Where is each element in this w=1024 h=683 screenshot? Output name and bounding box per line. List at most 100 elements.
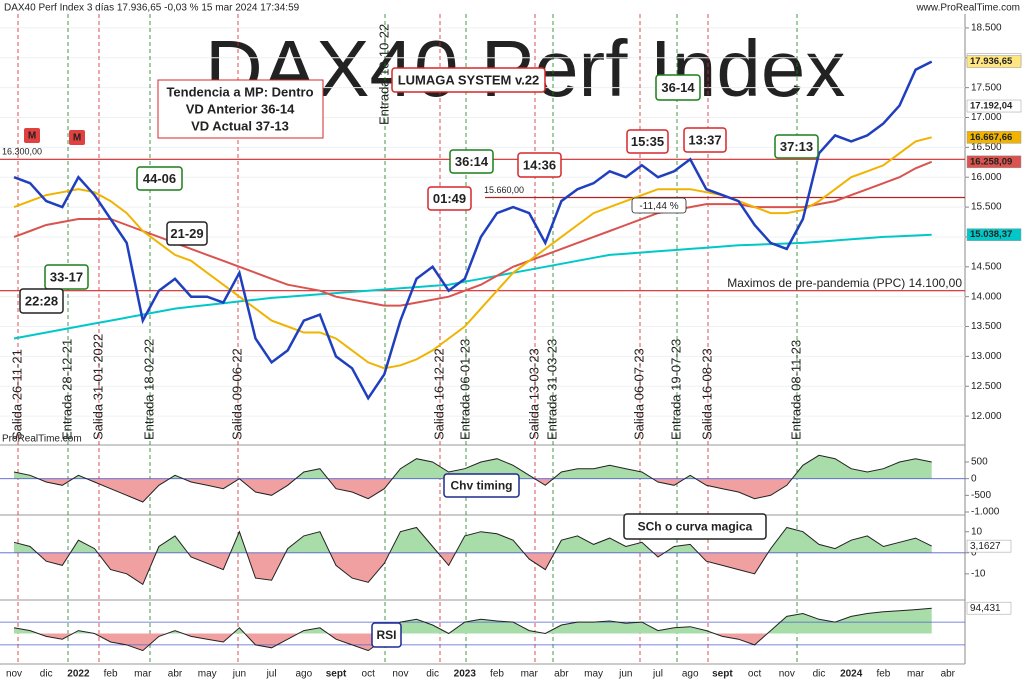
price-tag-label: 17.936,65 bbox=[970, 56, 1013, 67]
price-tag-label: 16.667,66 bbox=[970, 132, 1012, 143]
signal-label: Salida 06-07-23 bbox=[631, 348, 646, 440]
info-line: VD Actual 37-13 bbox=[191, 118, 289, 133]
signal-box bbox=[427, 186, 472, 211]
area-positive bbox=[14, 455, 932, 479]
signal-box-label: -11,44 % bbox=[639, 201, 678, 212]
signal-box bbox=[774, 134, 819, 159]
signal-label: Entrada 18-02-22 bbox=[141, 339, 156, 440]
signal-label: Salida 16-08-23 bbox=[699, 348, 714, 440]
info-box bbox=[157, 79, 324, 139]
signal-box bbox=[136, 166, 183, 191]
x-tick-label: feb bbox=[490, 669, 504, 680]
signal-box-label: 21-29 bbox=[170, 226, 203, 241]
signal-label: Entrada 31-03-23 bbox=[544, 339, 559, 440]
y-tick-label: 16.500 bbox=[971, 142, 1002, 153]
price-tag bbox=[966, 155, 1022, 169]
signal-box bbox=[631, 197, 687, 214]
marker-label: M bbox=[73, 133, 81, 144]
level-label: Maximos de pre-pandemia (PPC) 14.100,00 bbox=[727, 276, 962, 290]
y-tick-label: -500 bbox=[971, 490, 991, 501]
signal-box-label: 36-14 bbox=[661, 80, 695, 95]
header-site: www.ProRealTime.com bbox=[915, 3, 1020, 14]
info-line: VD Anterior 36-14 bbox=[186, 101, 295, 116]
y-tick-label: 15.500 bbox=[971, 202, 1002, 213]
signal-label: Entrada 18-10-22 bbox=[376, 24, 391, 125]
y-tick-label: -10 bbox=[971, 568, 986, 579]
x-tick-label: mar bbox=[134, 669, 152, 680]
panel-title-box bbox=[443, 473, 520, 498]
x-tick-label: feb bbox=[104, 669, 118, 680]
y-tick-label: 12.000 bbox=[971, 411, 1002, 422]
x-tick-label: oct bbox=[748, 669, 762, 680]
y-tick-label: 10 bbox=[971, 526, 983, 537]
panel-title: Chv timing bbox=[451, 479, 513, 493]
last-tag-label: 94,431 bbox=[970, 603, 1001, 614]
series-line bbox=[13, 233, 932, 340]
price-tag bbox=[966, 55, 1022, 68]
signal-box bbox=[44, 264, 89, 290]
x-tick-label: nov bbox=[779, 669, 795, 680]
signal-box-label: 33-17 bbox=[50, 269, 83, 284]
signal-label: Entrada 08-11-23 bbox=[788, 340, 803, 440]
x-tick-label: jul bbox=[652, 669, 663, 680]
signal-box bbox=[683, 127, 727, 153]
x-tick-label: dic bbox=[40, 669, 53, 680]
signal-box bbox=[655, 74, 701, 101]
x-tick-label: abr bbox=[168, 669, 183, 680]
x-tick-label: oct bbox=[362, 669, 376, 680]
signal-box-label: 01:49 bbox=[433, 191, 466, 206]
price-tag bbox=[966, 99, 1022, 113]
x-tick-label: nov bbox=[392, 669, 408, 680]
signal-label: Entrada 19-07-23 bbox=[668, 339, 683, 440]
signal-box bbox=[449, 149, 494, 174]
indicator-line bbox=[13, 526, 932, 586]
x-tick-label: ago bbox=[682, 669, 699, 680]
marker-box bbox=[69, 130, 85, 145]
marker-box bbox=[24, 128, 40, 143]
indicator-line bbox=[13, 607, 932, 652]
panel-title-box bbox=[371, 622, 402, 648]
price-tag bbox=[966, 131, 1022, 144]
signal-label: Salida 26-11-21 bbox=[9, 349, 24, 440]
x-tick-label: feb bbox=[876, 669, 890, 680]
y-tick-label: 18.500 bbox=[971, 23, 1002, 34]
signal-box-label: 15:35 bbox=[631, 134, 664, 149]
y-tick-label: 0 bbox=[971, 473, 977, 484]
series-line bbox=[13, 136, 932, 370]
y-tick-label: 13.000 bbox=[971, 351, 1002, 362]
signal-box-label: 22:28 bbox=[25, 293, 58, 308]
signal-label: Salida 16-12-22 bbox=[431, 348, 446, 440]
signal-box-label: 36:14 bbox=[455, 154, 489, 169]
x-tick-label: jun bbox=[232, 669, 246, 680]
signal-label: Salida 09-06-22 bbox=[229, 348, 244, 440]
x-tick-label: ago bbox=[295, 669, 312, 680]
panel-title: RSI bbox=[376, 628, 396, 642]
y-tick-label: 14.500 bbox=[971, 261, 1002, 272]
y-tick-label: -1.000 bbox=[971, 507, 1000, 518]
series-line bbox=[13, 60, 933, 401]
last-tag bbox=[966, 539, 1012, 553]
x-tick-label: dic bbox=[813, 669, 826, 680]
info-line: Tendencia a MP: Dentro bbox=[166, 84, 313, 99]
price-tag bbox=[966, 228, 1022, 241]
x-tick-label: 2022 bbox=[67, 669, 90, 680]
last-tag bbox=[966, 601, 1012, 615]
panel-title: SCh o curva magica bbox=[638, 520, 753, 534]
x-tick-label: abr bbox=[554, 669, 569, 680]
y-tick-label: 14.000 bbox=[971, 291, 1002, 302]
y-tick-label: 17.000 bbox=[971, 112, 1002, 123]
signal-label: Salida 13-03-23 bbox=[526, 348, 541, 440]
x-tick-label: dic bbox=[426, 669, 439, 680]
area-positive bbox=[14, 527, 932, 553]
y-tick-label: 16.000 bbox=[971, 172, 1002, 183]
x-tick-label: mar bbox=[907, 669, 925, 680]
last-tag-label: 3,1627 bbox=[970, 541, 1001, 552]
level-label: 15.660,00 bbox=[484, 185, 524, 195]
x-tick-label: abr bbox=[941, 669, 956, 680]
signal-box bbox=[626, 129, 669, 154]
area-negative bbox=[14, 478, 932, 502]
signal-box-label: 37:13 bbox=[780, 139, 813, 154]
signal-label: Entrada 06-01-23 bbox=[457, 339, 472, 440]
x-tick-label: jun bbox=[618, 669, 632, 680]
